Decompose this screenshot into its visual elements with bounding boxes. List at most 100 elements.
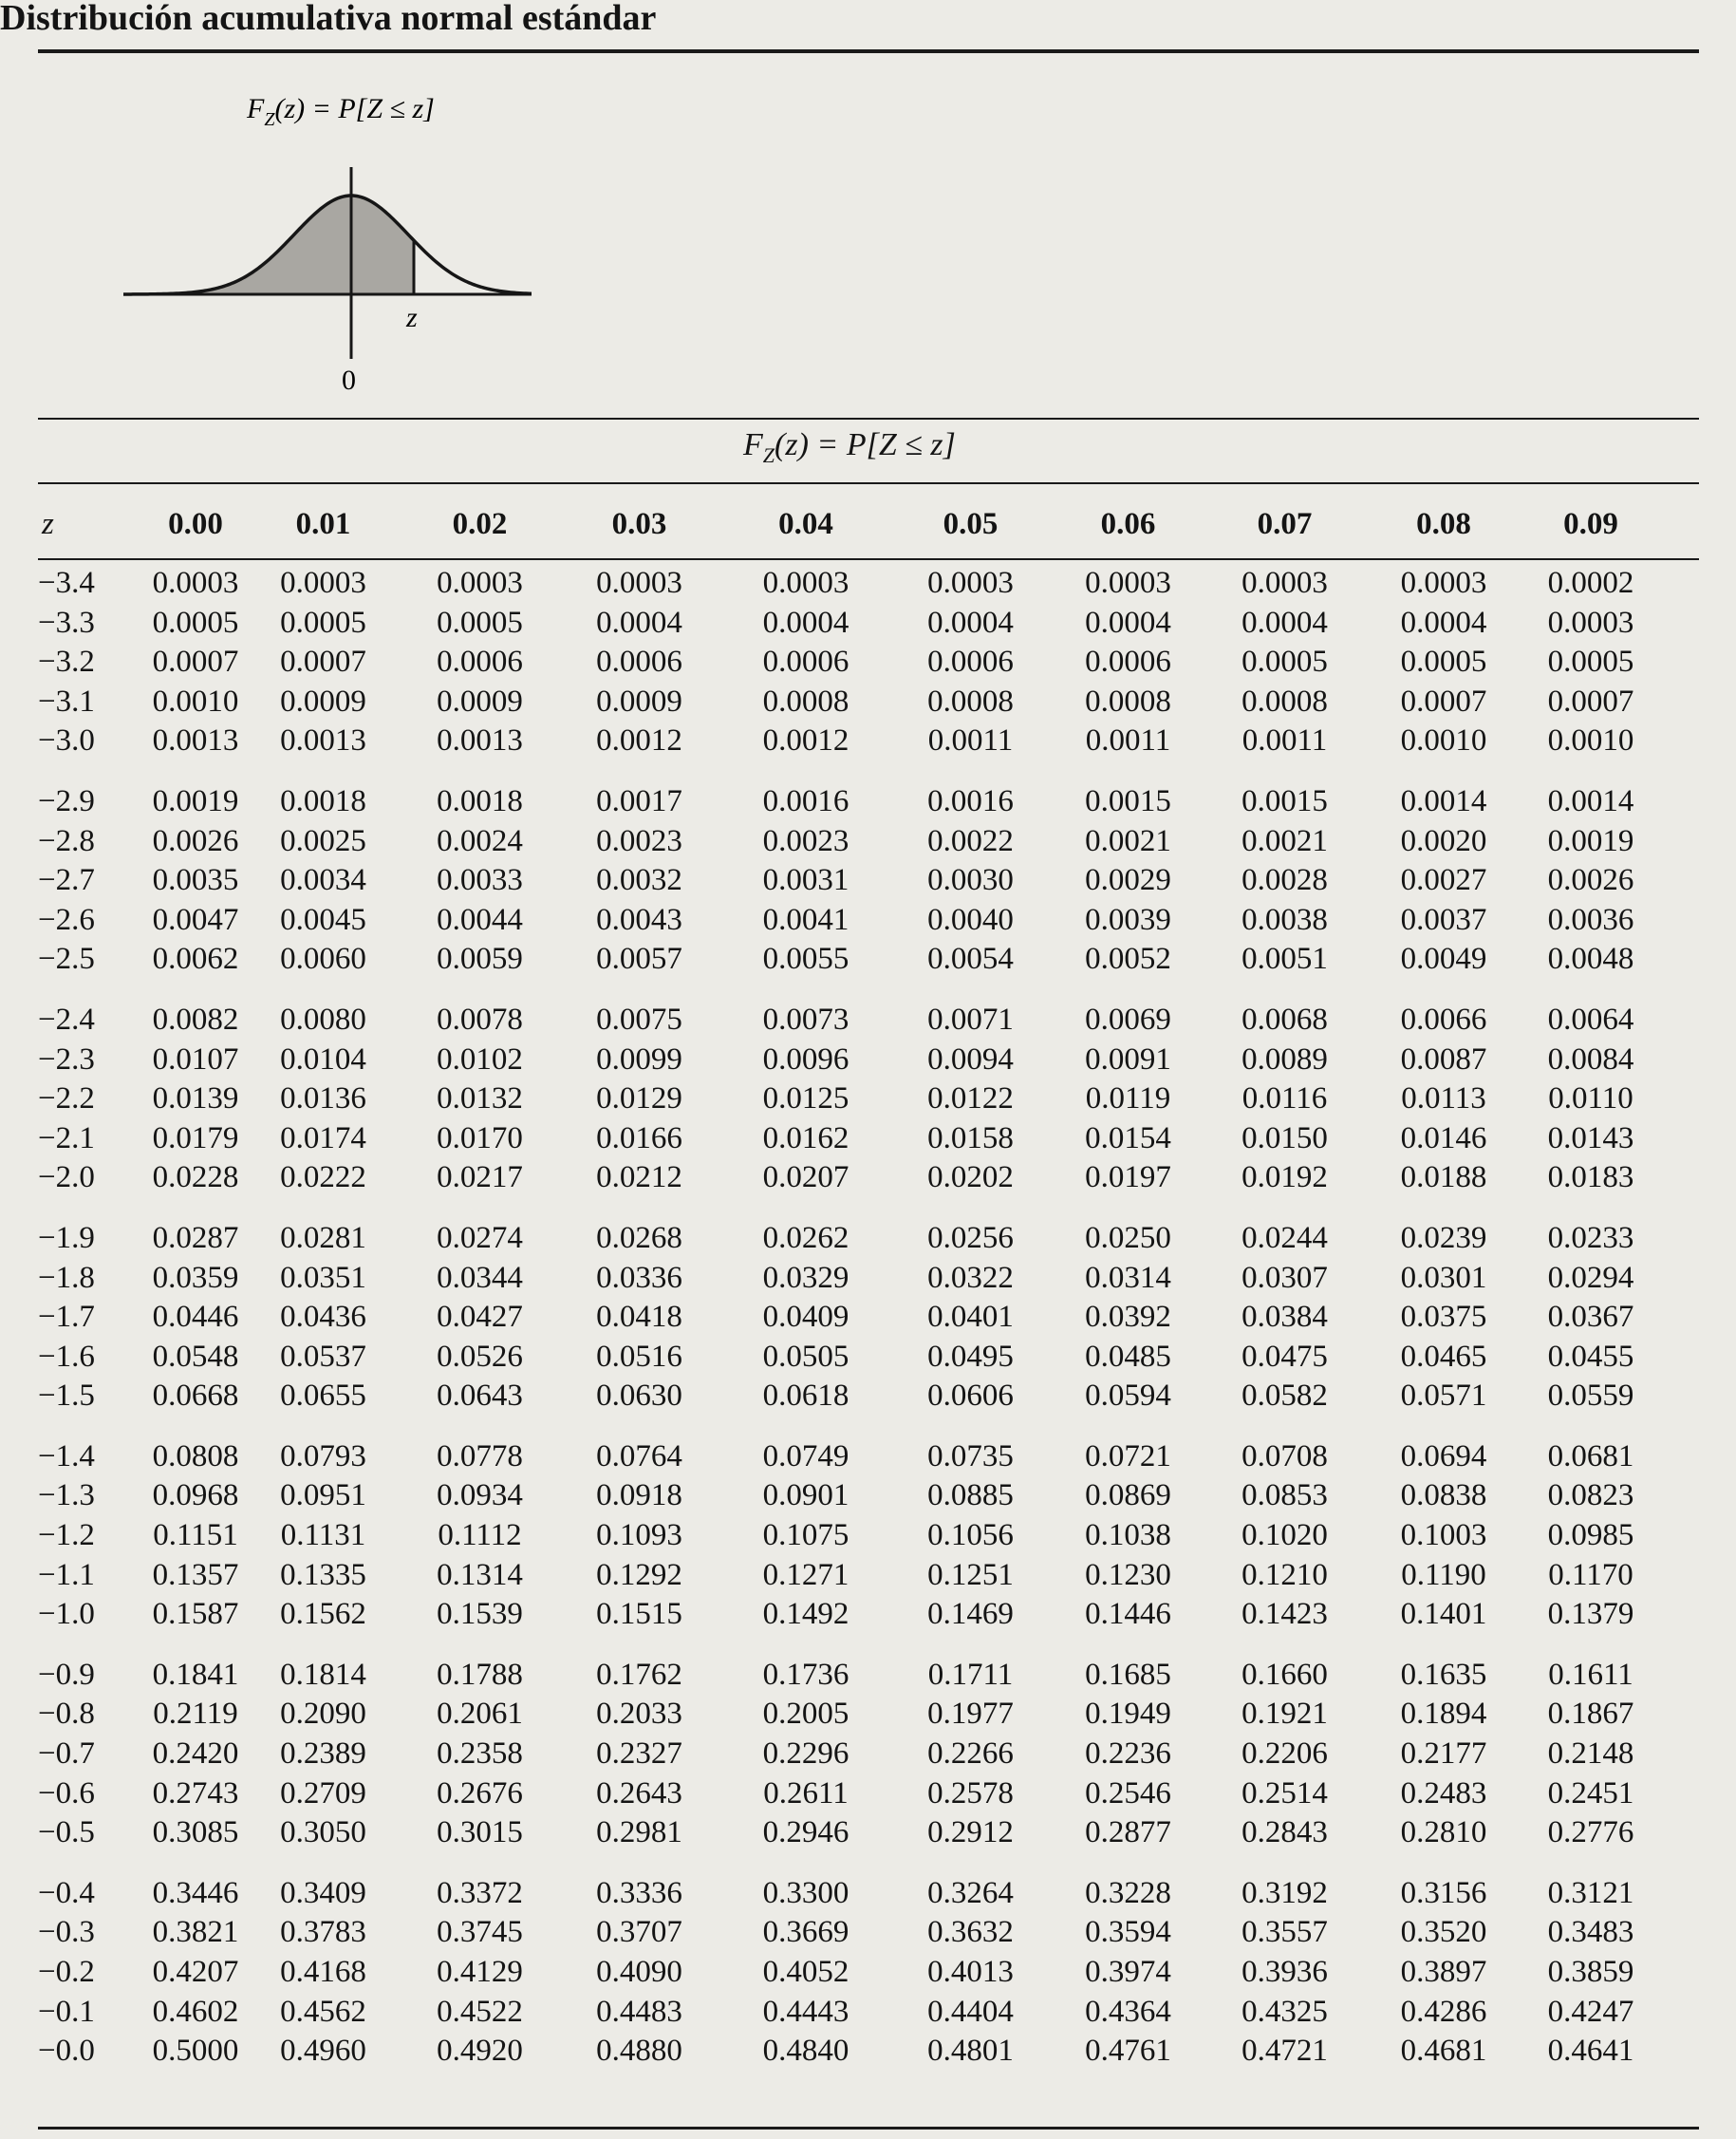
probability-cell: 0.3050 [280,1815,366,1850]
probability-cell: 0.0029 [1085,863,1171,898]
probability-cell: 0.0099 [596,1041,682,1077]
z-value-cell: −1.3 [38,1478,95,1513]
probability-cell: 0.2877 [1085,1815,1171,1850]
probability-cell: 0.0047 [152,902,239,937]
probability-cell: 0.1921 [1241,1697,1328,1732]
probability-cell: 0.0003 [152,566,239,600]
probability-cell: 0.0014 [1400,783,1487,818]
z-value-cell: −3.1 [38,684,95,719]
probability-cell: 0.2483 [1400,1775,1487,1811]
probability-cell: 0.0031 [762,863,849,898]
table-body: −3.4 0.0003 0.0003 0.0003 0.0003 0.0003 0.0003… [34,551,1657,2072]
probability-cell: 0.0951 [280,1478,366,1513]
probability-cell: 0.0030 [927,863,1014,898]
probability-cell: 0.0392 [1085,1300,1171,1335]
probability-cell: 0.0025 [280,823,366,858]
probability-cell: 0.0048 [1547,942,1634,977]
z-value-cell: −1.6 [38,1339,95,1374]
probability-cell: 0.4562 [280,1994,366,2029]
density-curve [123,194,532,296]
probability-cell: 0.0207 [762,1160,849,1195]
probability-cell: 0.4052 [762,1955,849,1989]
probability-cell: 0.0005 [280,605,366,640]
probability-cell: 0.0003 [437,566,523,600]
probability-cell: 0.0594 [1085,1379,1171,1414]
probability-cell: 0.0019 [1547,823,1634,858]
probability-cell: 0.4129 [437,1955,523,1989]
header-col-5: 0.04 [778,507,833,541]
probability-cell: 0.0344 [437,1260,523,1295]
probability-cell: 0.2709 [280,1775,366,1811]
probability-cell: 0.0003 [1241,566,1328,600]
probability-cell: 0.0446 [152,1300,239,1335]
probability-cell: 0.0139 [152,1081,239,1116]
probability-cell: 0.0281 [280,1220,366,1255]
header-col-8: 0.07 [1257,507,1313,541]
probability-cell: 0.2611 [763,1775,849,1811]
probability-cell: 0.0003 [596,566,682,600]
probability-cell: 0.3594 [1085,1915,1171,1950]
table-row: −0.3 0.3821 0.3783 0.3745 0.3707 0.3669 0.3632… [34,1913,1657,1953]
z-value-cell: −3.3 [38,605,95,640]
probability-cell: 0.0014 [1547,783,1634,818]
z-value-cell: −1.8 [38,1260,95,1295]
probability-cell: 0.0735 [927,1438,1014,1473]
z-value-cell: −1.1 [38,1557,95,1592]
probability-cell: 0.0057 [596,942,682,977]
probability-cell: 0.2358 [437,1736,523,1772]
probability-cell: 0.3446 [152,1875,239,1910]
table-row: −1.9 0.0287 0.0281 0.0274 0.0268 0.0262 0.0256… [34,1198,1657,1259]
probability-cell: 0.0089 [1241,1041,1328,1077]
probability-cell: 0.4404 [927,1994,1014,2029]
probability-cell: 0.0537 [280,1339,366,1374]
table-row: −2.2 0.0139 0.0136 0.0132 0.0129 0.0125 0.0122… [34,1079,1657,1119]
probability-cell: 0.2843 [1241,1815,1328,1850]
probability-cell: 0.0037 [1400,902,1487,937]
probability-cell: 0.0051 [1241,942,1328,977]
probability-cell: 0.0008 [927,684,1014,719]
probability-cell: 0.0091 [1085,1041,1171,1077]
table-top-rule [38,418,1699,420]
probability-cell: 0.0004 [762,605,849,640]
probability-cell: 0.1660 [1241,1657,1328,1692]
probability-cell: 0.0010 [1400,723,1487,759]
header-col-3: 0.02 [452,507,508,541]
z-value-cell: −2.3 [38,1041,95,1077]
probability-cell: 0.0005 [1241,645,1328,680]
probability-cell: 0.0082 [152,1002,239,1037]
probability-cell: 0.4761 [1085,2034,1171,2069]
probability-cell: 0.0027 [1400,863,1487,898]
probability-cell: 0.3669 [762,1915,849,1950]
probability-cell: 0.3336 [596,1875,682,1910]
probability-cell: 0.0681 [1547,1438,1634,1473]
z-value-cell: −2.2 [38,1081,95,1116]
probability-cell: 0.2206 [1241,1736,1328,1772]
table-row: −0.0 0.5000 0.4960 0.4920 0.4880 0.4840 0.4801… [34,2032,1657,2072]
probability-cell: 0.3974 [1085,1955,1171,1989]
probability-cell: 0.0384 [1241,1300,1328,1335]
probability-cell: 0.0002 [1547,566,1634,600]
probability-cell: 0.0009 [437,684,523,719]
probability-cell: 0.0968 [152,1478,239,1513]
table-row: −0.5 0.3085 0.3050 0.3015 0.2981 0.2946 0.2912… [34,1813,1657,1853]
z-value-cell: −0.9 [38,1657,95,1692]
probability-cell: 0.0116 [1241,1081,1328,1116]
probability-cell: 0.2266 [927,1736,1014,1772]
probability-cell: 0.1314 [437,1557,523,1592]
probability-cell: 0.0007 [280,645,366,680]
probability-cell: 0.0174 [280,1120,366,1155]
probability-cell: 0.0026 [1547,863,1634,898]
probability-cell: 0.0038 [1241,902,1328,937]
probability-cell: 0.0026 [152,823,239,858]
probability-cell: 0.0495 [927,1339,1014,1374]
probability-cell: 0.0005 [437,605,523,640]
probability-cell: 0.0918 [596,1478,682,1513]
z-value-cell: −2.4 [38,1002,95,1037]
probability-cell: 0.1357 [152,1557,239,1592]
probability-cell: 0.3156 [1400,1875,1487,1910]
probability-cell: 0.0018 [437,783,523,818]
probability-cell: 0.0129 [596,1081,682,1116]
probability-cell: 0.0003 [1547,605,1634,640]
table-row: −2.0 0.0228 0.0222 0.0217 0.0212 0.0207 0.0202… [34,1158,1657,1198]
table-row: −3.0 0.0013 0.0013 0.0013 0.0012 0.0012 0.0011… [34,722,1657,761]
